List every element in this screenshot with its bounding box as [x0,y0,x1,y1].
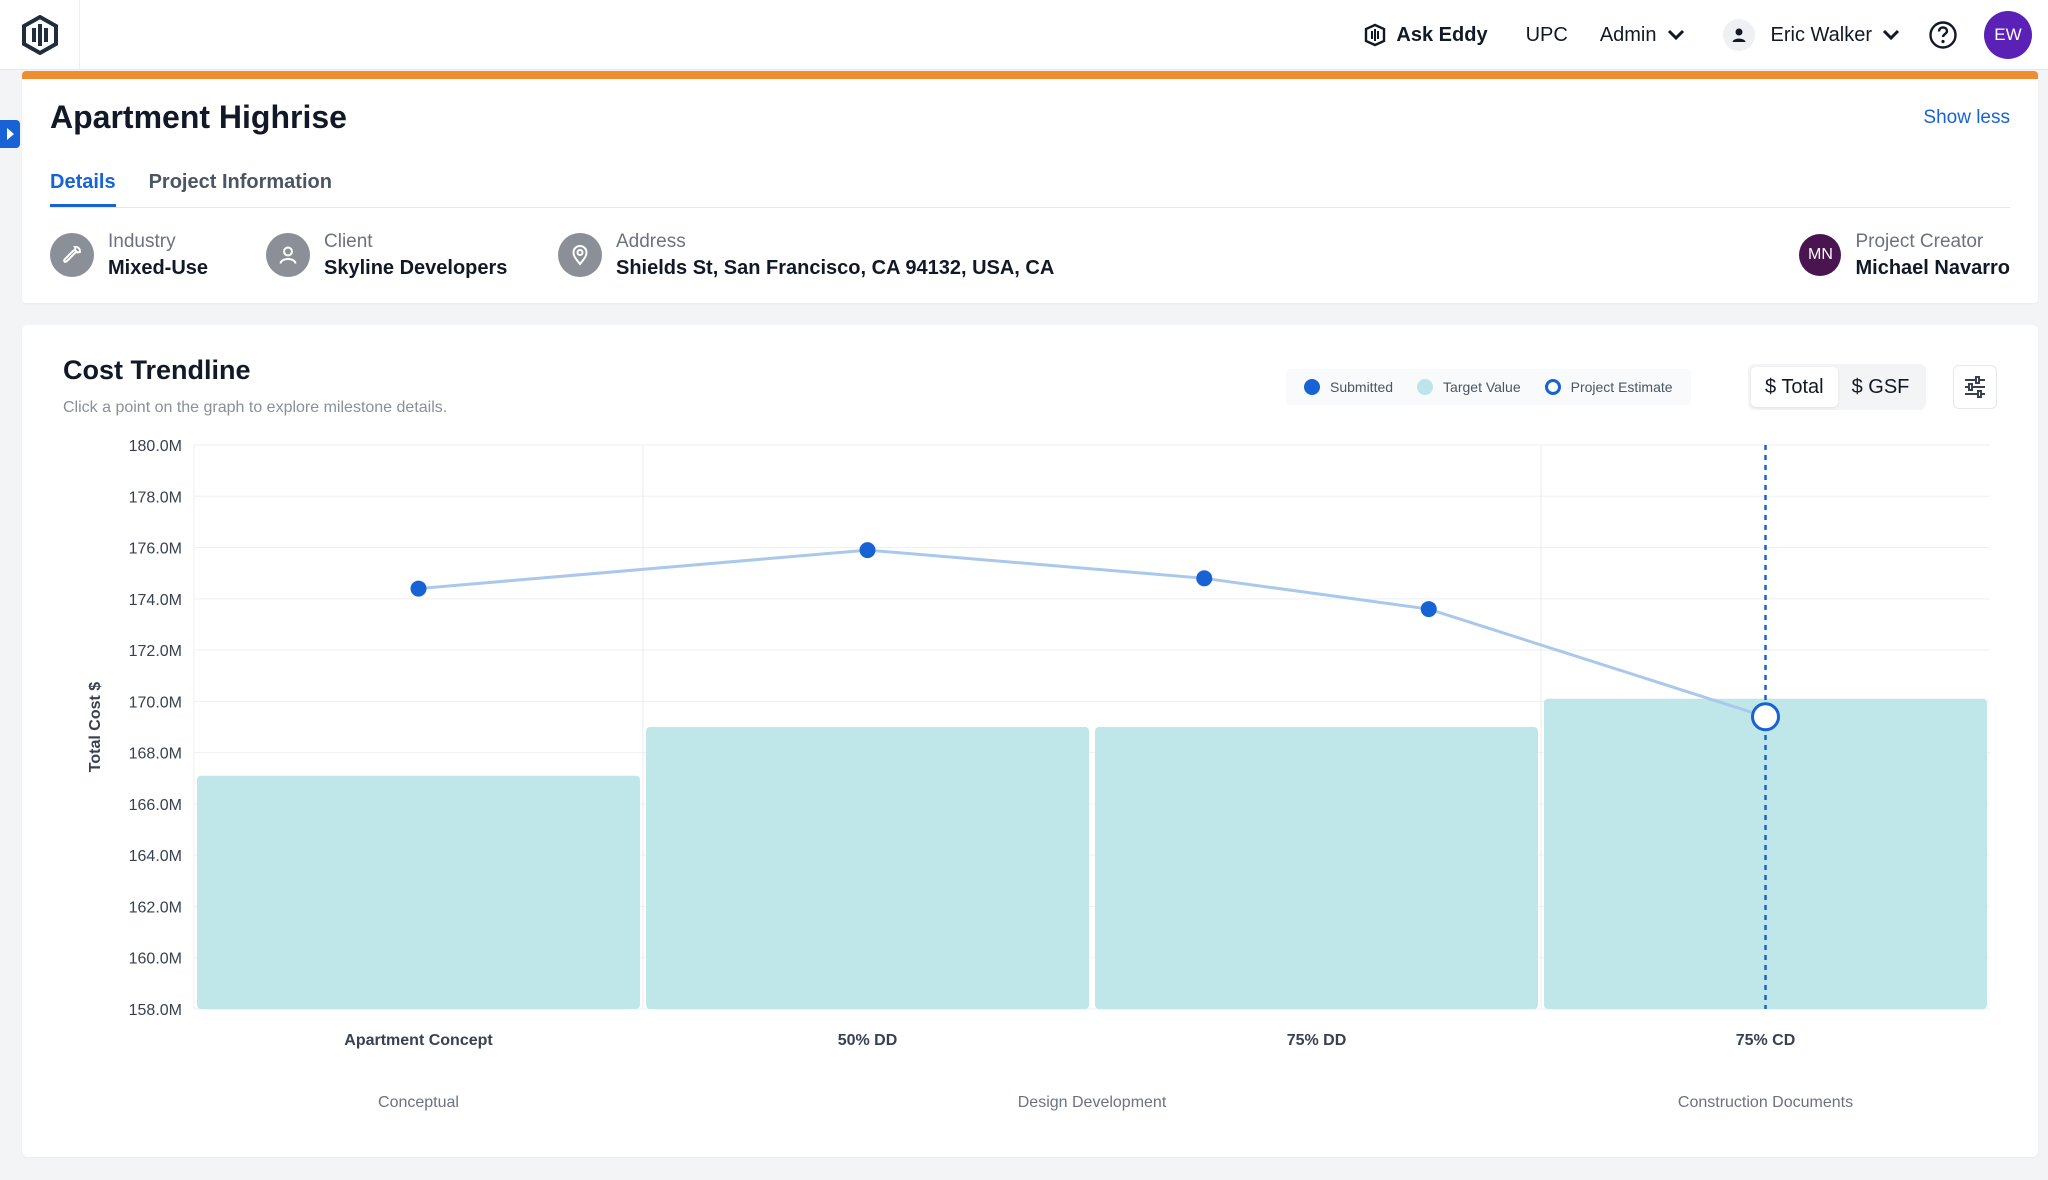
help-icon [1929,21,1957,49]
x-tick-label: Apartment Concept [344,1032,493,1049]
logo-icon [21,15,58,55]
y-tick-label: 176.0M [129,541,182,558]
admin-menu[interactable]: Admin [1600,24,1685,47]
y-tick-label: 164.0M [129,848,182,865]
data-points[interactable] [410,542,1780,732]
app-logo[interactable] [0,0,80,70]
target-bar[interactable] [1095,727,1538,1009]
admin-label: Admin [1599,23,1657,46]
cost-trendline-chart[interactable]: 158.0M 160.0M 162.0M 164.0M 166.0M 168.0M 170.… [22,325,2038,1157]
industry-label: Industry [108,231,176,252]
divider [50,207,2010,208]
chart-subtitle: Click a point on the graph to explore mi… [63,399,448,416]
client-info: Client Skyline Developers [266,229,507,281]
sliders-icon [1965,376,1985,398]
y-tick-label: 168.0M [129,746,182,763]
legend-submitted-label: Submitted [1330,379,1394,395]
x-tick-label: 75% DD [1287,1032,1347,1049]
x-tick-label: 75% CD [1736,1032,1796,1049]
address-label: Address [616,231,686,252]
submitted-point[interactable] [859,542,876,559]
chevron-down-icon [1882,29,1900,41]
y-tick-label: 178.0M [129,489,182,506]
phase-label: Construction Documents [1678,1094,1853,1111]
gsf-toggle-button[interactable]: $ GSF [1851,375,1910,398]
legend-submitted: Submitted [1304,379,1393,395]
chart-settings-button[interactable] [1953,365,1997,409]
y-tick-label: 162.0M [129,899,182,916]
creator-info: MN Project Creator Michael Navarro [1799,229,2010,281]
y-tick-label: 158.0M [129,1002,182,1019]
client-label: Client [324,231,373,252]
x-tick-label: 50% DD [838,1032,898,1049]
help-button[interactable] [1928,20,1958,50]
address-info: Address Shields St, San Francisco, CA 94… [558,229,1054,281]
user-avatar[interactable]: EW [1984,11,2032,59]
tab-details[interactable]: Details [50,171,116,207]
unit-toggle: $ Total $ GSF [1748,364,1927,410]
creator-label: Project Creator [1855,231,1984,252]
project-estimate-point[interactable] [1751,702,1780,732]
status-bar [22,71,2038,79]
ask-eddy-button[interactable]: Ask Eddy [1364,23,1488,47]
sidebar-expand-button[interactable] [0,120,20,148]
target-dot-icon [1417,379,1434,395]
ask-eddy-label: Ask Eddy [1396,23,1488,46]
total-toggle-button[interactable]: $ Total [1751,367,1838,407]
side-rail [0,70,6,1180]
submitted-point[interactable] [1420,601,1437,618]
submitted-dot-icon [1304,379,1320,395]
legend-estimate: Project Estimate [1544,379,1673,395]
person-icon [266,233,310,277]
top-bar: Ask Eddy UPC Admin Eric Walker EW [0,0,2048,70]
page-title: Apartment Highrise [50,99,347,135]
estimate-ring-icon [1544,379,1561,395]
target-bar[interactable] [646,727,1089,1009]
industry-value: Mixed-Use [108,257,209,279]
y-tick-label: 174.0M [129,592,182,609]
tab-project-information[interactable]: Project Information [148,171,332,193]
upc-link[interactable]: UPC [1525,23,1568,46]
user-name: Eric Walker [1770,23,1872,46]
legend-target-label: Target Value [1443,379,1521,395]
target-bars [197,698,1987,1009]
phase-labels: Conceptual Design Development Construction… [378,1094,1853,1111]
trend-line [418,548,1766,719]
y-tick-label: 172.0M [129,643,182,660]
target-bar[interactable] [197,775,640,1009]
show-less-link[interactable]: Show less [1923,107,2010,128]
legend-estimate-label: Project Estimate [1570,379,1673,395]
address-value: Shields St, San Francisco, CA 94132, USA… [616,257,1055,279]
user-menu[interactable]: Eric Walker [1722,19,1900,51]
wrench-icon [50,233,94,277]
industry-info: Industry Mixed-Use [50,229,208,281]
location-pin-icon [558,233,602,277]
submitted-point[interactable] [410,580,427,597]
legend-target: Target Value [1417,379,1521,395]
y-tick-label: 180.0M [129,438,182,455]
chevron-right-icon [7,128,14,140]
x-axis-labels: Apartment Concept 50% DD 75% DD 75% CD [344,1032,1795,1049]
project-header-card: Apartment Highrise Show less Details Pro… [22,71,2038,303]
phase-label: Design Development [1018,1094,1167,1111]
eddy-icon [1365,23,1386,47]
project-tabs: Details Project Information [50,171,365,207]
submitted-point[interactable] [1196,570,1213,587]
y-axis-ticks: 158.0M 160.0M 162.0M 164.0M 166.0M 168.0M 170.… [129,438,182,1019]
chevron-down-icon [1667,29,1684,41]
creator-value: Michael Navarro [1855,257,2010,279]
target-bar[interactable] [1544,698,1987,1009]
cost-trendline-card: Cost Trendline Click a point on the grap… [22,325,2038,1157]
user-icon [1722,19,1755,51]
phase-label: Conceptual [378,1094,459,1111]
y-tick-label: 160.0M [129,951,182,968]
client-value: Skyline Developers [324,257,508,279]
y-tick-label: 166.0M [129,797,182,814]
y-tick-label: 170.0M [129,694,182,711]
chart-legend: Submitted Target Value Project Estimate [1286,369,1691,405]
y-axis-title: Total Cost $ [87,682,104,772]
creator-avatar: MN [1799,234,1842,276]
chart-title: Cost Trendline [63,355,251,385]
project-info-row: Industry Mixed-Use Client Skyline Develo… [50,229,2010,285]
